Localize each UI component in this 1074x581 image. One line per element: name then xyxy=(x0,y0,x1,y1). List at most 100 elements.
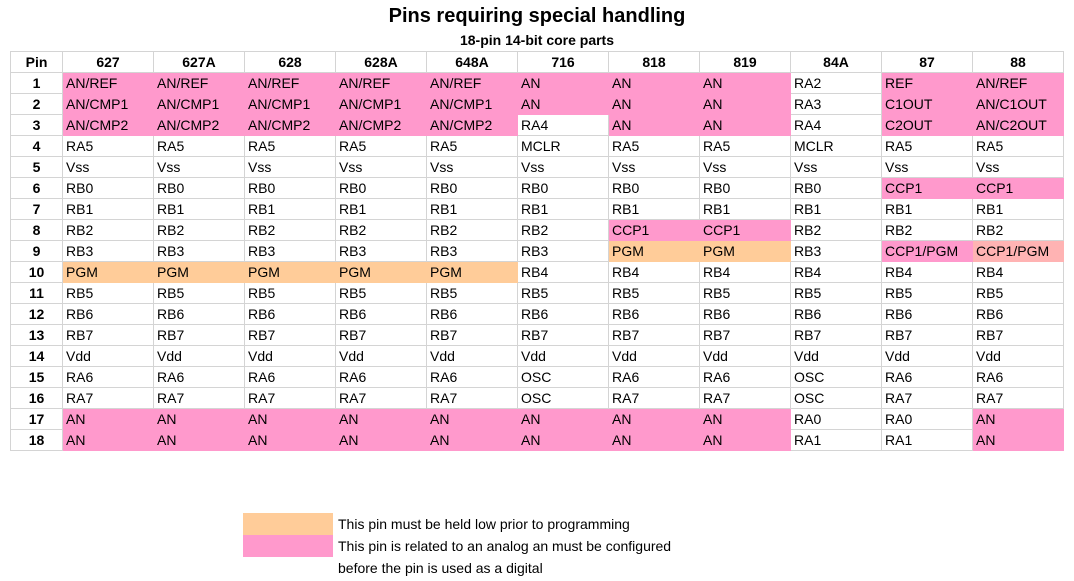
table-cell: AN xyxy=(517,93,609,115)
table-row: 3 AN/CMP2 AN/CMP2 AN/CMP2 AN/CMP2 AN/CMP2 RA4 A… xyxy=(10,114,1064,136)
table-cell: RB0 xyxy=(244,177,336,199)
table-cell: RB5 xyxy=(608,282,700,304)
table-cell: RB2 xyxy=(244,219,336,241)
table-cell: RB5 xyxy=(699,282,791,304)
table-cell: Vdd xyxy=(153,345,245,367)
table-cell: RB7 xyxy=(335,324,427,346)
table-cell: RB6 xyxy=(699,303,791,325)
table-cell: PGM xyxy=(426,261,518,283)
table-cell: RA5 xyxy=(335,135,427,157)
table-cell: RB6 xyxy=(517,303,609,325)
table-cell: RB4 xyxy=(699,261,791,283)
table-cell: AN/CMP1 xyxy=(244,93,336,115)
table-cell: RB5 xyxy=(62,282,154,304)
table-cell: RA6 xyxy=(608,366,700,388)
column-header-part: 627A xyxy=(153,51,245,73)
table-cell: Vdd xyxy=(517,345,609,367)
table-cell: Vdd xyxy=(62,345,154,367)
table-cell: Vdd xyxy=(335,345,427,367)
table-cell: RB6 xyxy=(153,303,245,325)
table-cell: RB5 xyxy=(881,282,973,304)
pin-number: 4 xyxy=(10,135,63,157)
table-cell: RA7 xyxy=(244,387,336,409)
table-cell: AN xyxy=(335,429,427,451)
table-cell: PGM xyxy=(244,261,336,283)
table-cell: AN xyxy=(62,408,154,430)
pin-number: 15 xyxy=(10,366,63,388)
pin-number: 11 xyxy=(10,282,63,304)
table-cell: CCP1/PGM xyxy=(972,240,1064,262)
table-cell: RA6 xyxy=(153,366,245,388)
table-cell: AN xyxy=(608,429,700,451)
table-cell: RB7 xyxy=(153,324,245,346)
legend-swatch-analog xyxy=(243,535,333,557)
table-cell: PGM xyxy=(608,240,700,262)
pin-number: 3 xyxy=(10,114,63,136)
table-cell: CCP1 xyxy=(699,219,791,241)
table-cell: RB3 xyxy=(244,240,336,262)
table-cell: RA4 xyxy=(790,114,882,136)
table-cell: RA6 xyxy=(972,366,1064,388)
table-cell: AN xyxy=(608,93,700,115)
table-row: 4 RA5 RA5 RA5 RA5 RA5 MCLR RA5 RA5 MCLR RA5 RA5 xyxy=(10,135,1064,157)
table-cell: RB0 xyxy=(699,177,791,199)
table-cell: CCP1/PGM xyxy=(881,240,973,262)
table-cell: RB4 xyxy=(881,261,973,283)
table-cell: RB1 xyxy=(790,198,882,220)
table-cell: Vss xyxy=(335,156,427,178)
table-cell: RB4 xyxy=(608,261,700,283)
table-row: 1 AN/REF AN/REF AN/REF AN/REF AN/REF AN AN AN RA2… xyxy=(10,72,1064,94)
table-cell: OSC xyxy=(517,387,609,409)
column-header-part: 648A xyxy=(426,51,518,73)
table-cell: AN xyxy=(244,429,336,451)
column-header-pin: Pin xyxy=(10,51,63,73)
table-cell: AN xyxy=(699,408,791,430)
table-cell: RB2 xyxy=(426,219,518,241)
table-cell: AN xyxy=(426,429,518,451)
table-cell: PGM xyxy=(699,240,791,262)
table-cell: AN xyxy=(699,93,791,115)
table-cell: RB3 xyxy=(426,240,518,262)
table-cell: AN xyxy=(608,408,700,430)
table-cell: RB7 xyxy=(608,324,700,346)
pin-number: 8 xyxy=(10,219,63,241)
table-cell: Vss xyxy=(426,156,518,178)
table-cell: RA1 xyxy=(790,429,882,451)
table-cell: AN xyxy=(699,72,791,94)
table-cell: AN xyxy=(153,408,245,430)
table-cell: Vss xyxy=(244,156,336,178)
table-cell: AN xyxy=(517,429,609,451)
table-cell: Vss xyxy=(608,156,700,178)
table-cell: RB5 xyxy=(244,282,336,304)
table-cell: PGM xyxy=(153,261,245,283)
table-cell: RA2 xyxy=(790,72,882,94)
table-cell: RB1 xyxy=(426,198,518,220)
table-cell: AN/REF xyxy=(426,72,518,94)
table-cell: RB0 xyxy=(62,177,154,199)
table-cell: RB4 xyxy=(790,261,882,283)
table-cell: RB3 xyxy=(790,240,882,262)
table-cell: RB6 xyxy=(426,303,518,325)
table-cell: RB7 xyxy=(790,324,882,346)
table-cell: AN xyxy=(517,408,609,430)
table-row: 8 RB2 RB2 RB2 RB2 RB2 RB2 CCP1 CCP1 RB2 RB2 RB2 xyxy=(10,219,1064,241)
table-cell: RB6 xyxy=(335,303,427,325)
table-cell: AN xyxy=(426,408,518,430)
table-cell: RB7 xyxy=(972,324,1064,346)
pin-number: 2 xyxy=(10,93,63,115)
table-cell: RB0 xyxy=(426,177,518,199)
pin-number: 9 xyxy=(10,240,63,262)
table-cell: Vdd xyxy=(608,345,700,367)
table-cell: OSC xyxy=(517,366,609,388)
pin-number: 14 xyxy=(10,345,63,367)
table-cell: RB1 xyxy=(972,198,1064,220)
table-cell: RB4 xyxy=(517,261,609,283)
table-cell: RA0 xyxy=(881,408,973,430)
table-cell: RB6 xyxy=(881,303,973,325)
table-header-row: Pin 627 627A 628 628A 648A 716 818 819 84A 87 88 xyxy=(10,51,1064,73)
pin-number: 12 xyxy=(10,303,63,325)
table-cell: RB3 xyxy=(517,240,609,262)
table-cell: RA5 xyxy=(62,135,154,157)
pin-number: 18 xyxy=(10,429,63,451)
